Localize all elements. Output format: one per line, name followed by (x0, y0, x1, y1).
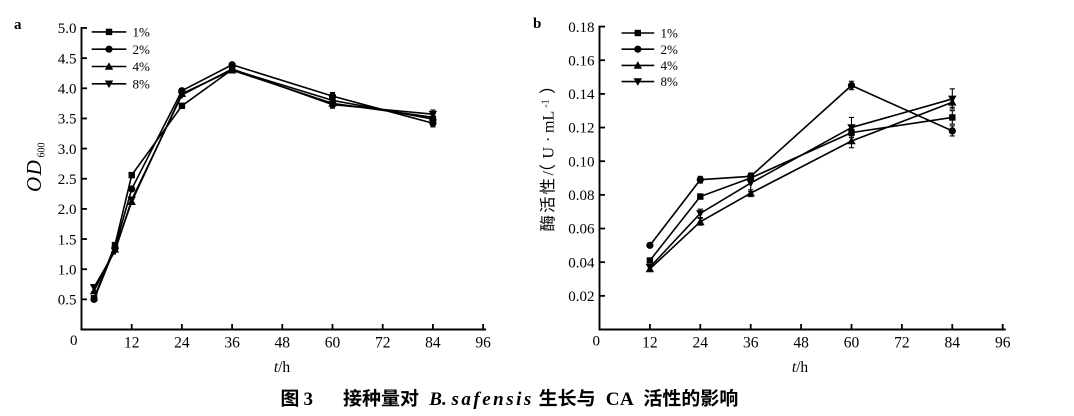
svg-text:72: 72 (894, 335, 910, 352)
svg-text:60: 60 (325, 335, 341, 352)
svg-text:1%: 1% (661, 26, 679, 41)
svg-text:0.08: 0.08 (568, 188, 594, 204)
svg-text:2%: 2% (661, 42, 679, 57)
svg-text:48: 48 (793, 335, 809, 352)
svg-text:t/h: t/h (274, 359, 291, 376)
svg-text:1.5: 1.5 (58, 232, 77, 248)
svg-text:a: a (14, 17, 22, 33)
svg-text:3.5: 3.5 (58, 112, 77, 128)
svg-text:96: 96 (995, 335, 1011, 352)
svg-text:0.16: 0.16 (568, 53, 595, 69)
svg-text:2.5: 2.5 (58, 172, 77, 188)
svg-text:4.5: 4.5 (58, 51, 77, 67)
svg-text:24: 24 (174, 335, 190, 352)
svg-text:60: 60 (844, 335, 860, 352)
svg-text:b: b (533, 16, 541, 32)
svg-text:4%: 4% (133, 59, 151, 74)
svg-text:72: 72 (375, 335, 391, 352)
svg-text:8%: 8% (133, 76, 151, 91)
svg-text:12: 12 (642, 335, 658, 352)
svg-text:36: 36 (743, 335, 759, 352)
svg-text:0: 0 (70, 333, 78, 349)
svg-text:12: 12 (124, 335, 140, 352)
svg-text:2%: 2% (133, 42, 151, 57)
svg-text:0.14: 0.14 (568, 87, 595, 103)
svg-text:mL: mL (541, 111, 558, 133)
svg-text:0.06: 0.06 (568, 222, 595, 238)
svg-text:0.18: 0.18 (568, 20, 594, 36)
svg-text:4%: 4% (661, 58, 679, 73)
svg-text:2.0: 2.0 (58, 202, 77, 218)
svg-text:·: · (541, 137, 558, 142)
svg-text:4.0: 4.0 (58, 82, 77, 98)
svg-text:0.5: 0.5 (58, 293, 77, 309)
svg-text:36: 36 (224, 335, 240, 352)
svg-text:8%: 8% (661, 74, 679, 89)
svg-text:5.0: 5.0 (58, 21, 77, 37)
svg-text:600: 600 (37, 143, 48, 158)
svg-text:B. safensis: B. safensis (428, 389, 533, 410)
svg-text:48: 48 (275, 335, 291, 352)
svg-text:/: / (541, 171, 558, 176)
svg-text:0: 0 (593, 334, 601, 350)
svg-text:CA: CA (606, 389, 634, 410)
svg-text:3.0: 3.0 (58, 142, 77, 158)
svg-text:0.04: 0.04 (568, 255, 595, 271)
svg-text:t/h: t/h (792, 359, 809, 376)
svg-text:1%: 1% (133, 25, 151, 40)
svg-text:3: 3 (304, 389, 314, 410)
svg-text:84: 84 (425, 335, 441, 352)
svg-text:0.02: 0.02 (568, 289, 594, 305)
svg-text:84: 84 (945, 335, 961, 352)
svg-text:OD: OD (22, 159, 46, 192)
svg-text:1.0: 1.0 (58, 262, 77, 278)
svg-text:0.12: 0.12 (568, 121, 594, 137)
svg-text:24: 24 (693, 335, 709, 352)
svg-text:96: 96 (475, 335, 491, 352)
svg-text:U: U (541, 147, 558, 159)
svg-text:0.10: 0.10 (568, 154, 594, 170)
svg-text:-1: -1 (541, 99, 552, 107)
